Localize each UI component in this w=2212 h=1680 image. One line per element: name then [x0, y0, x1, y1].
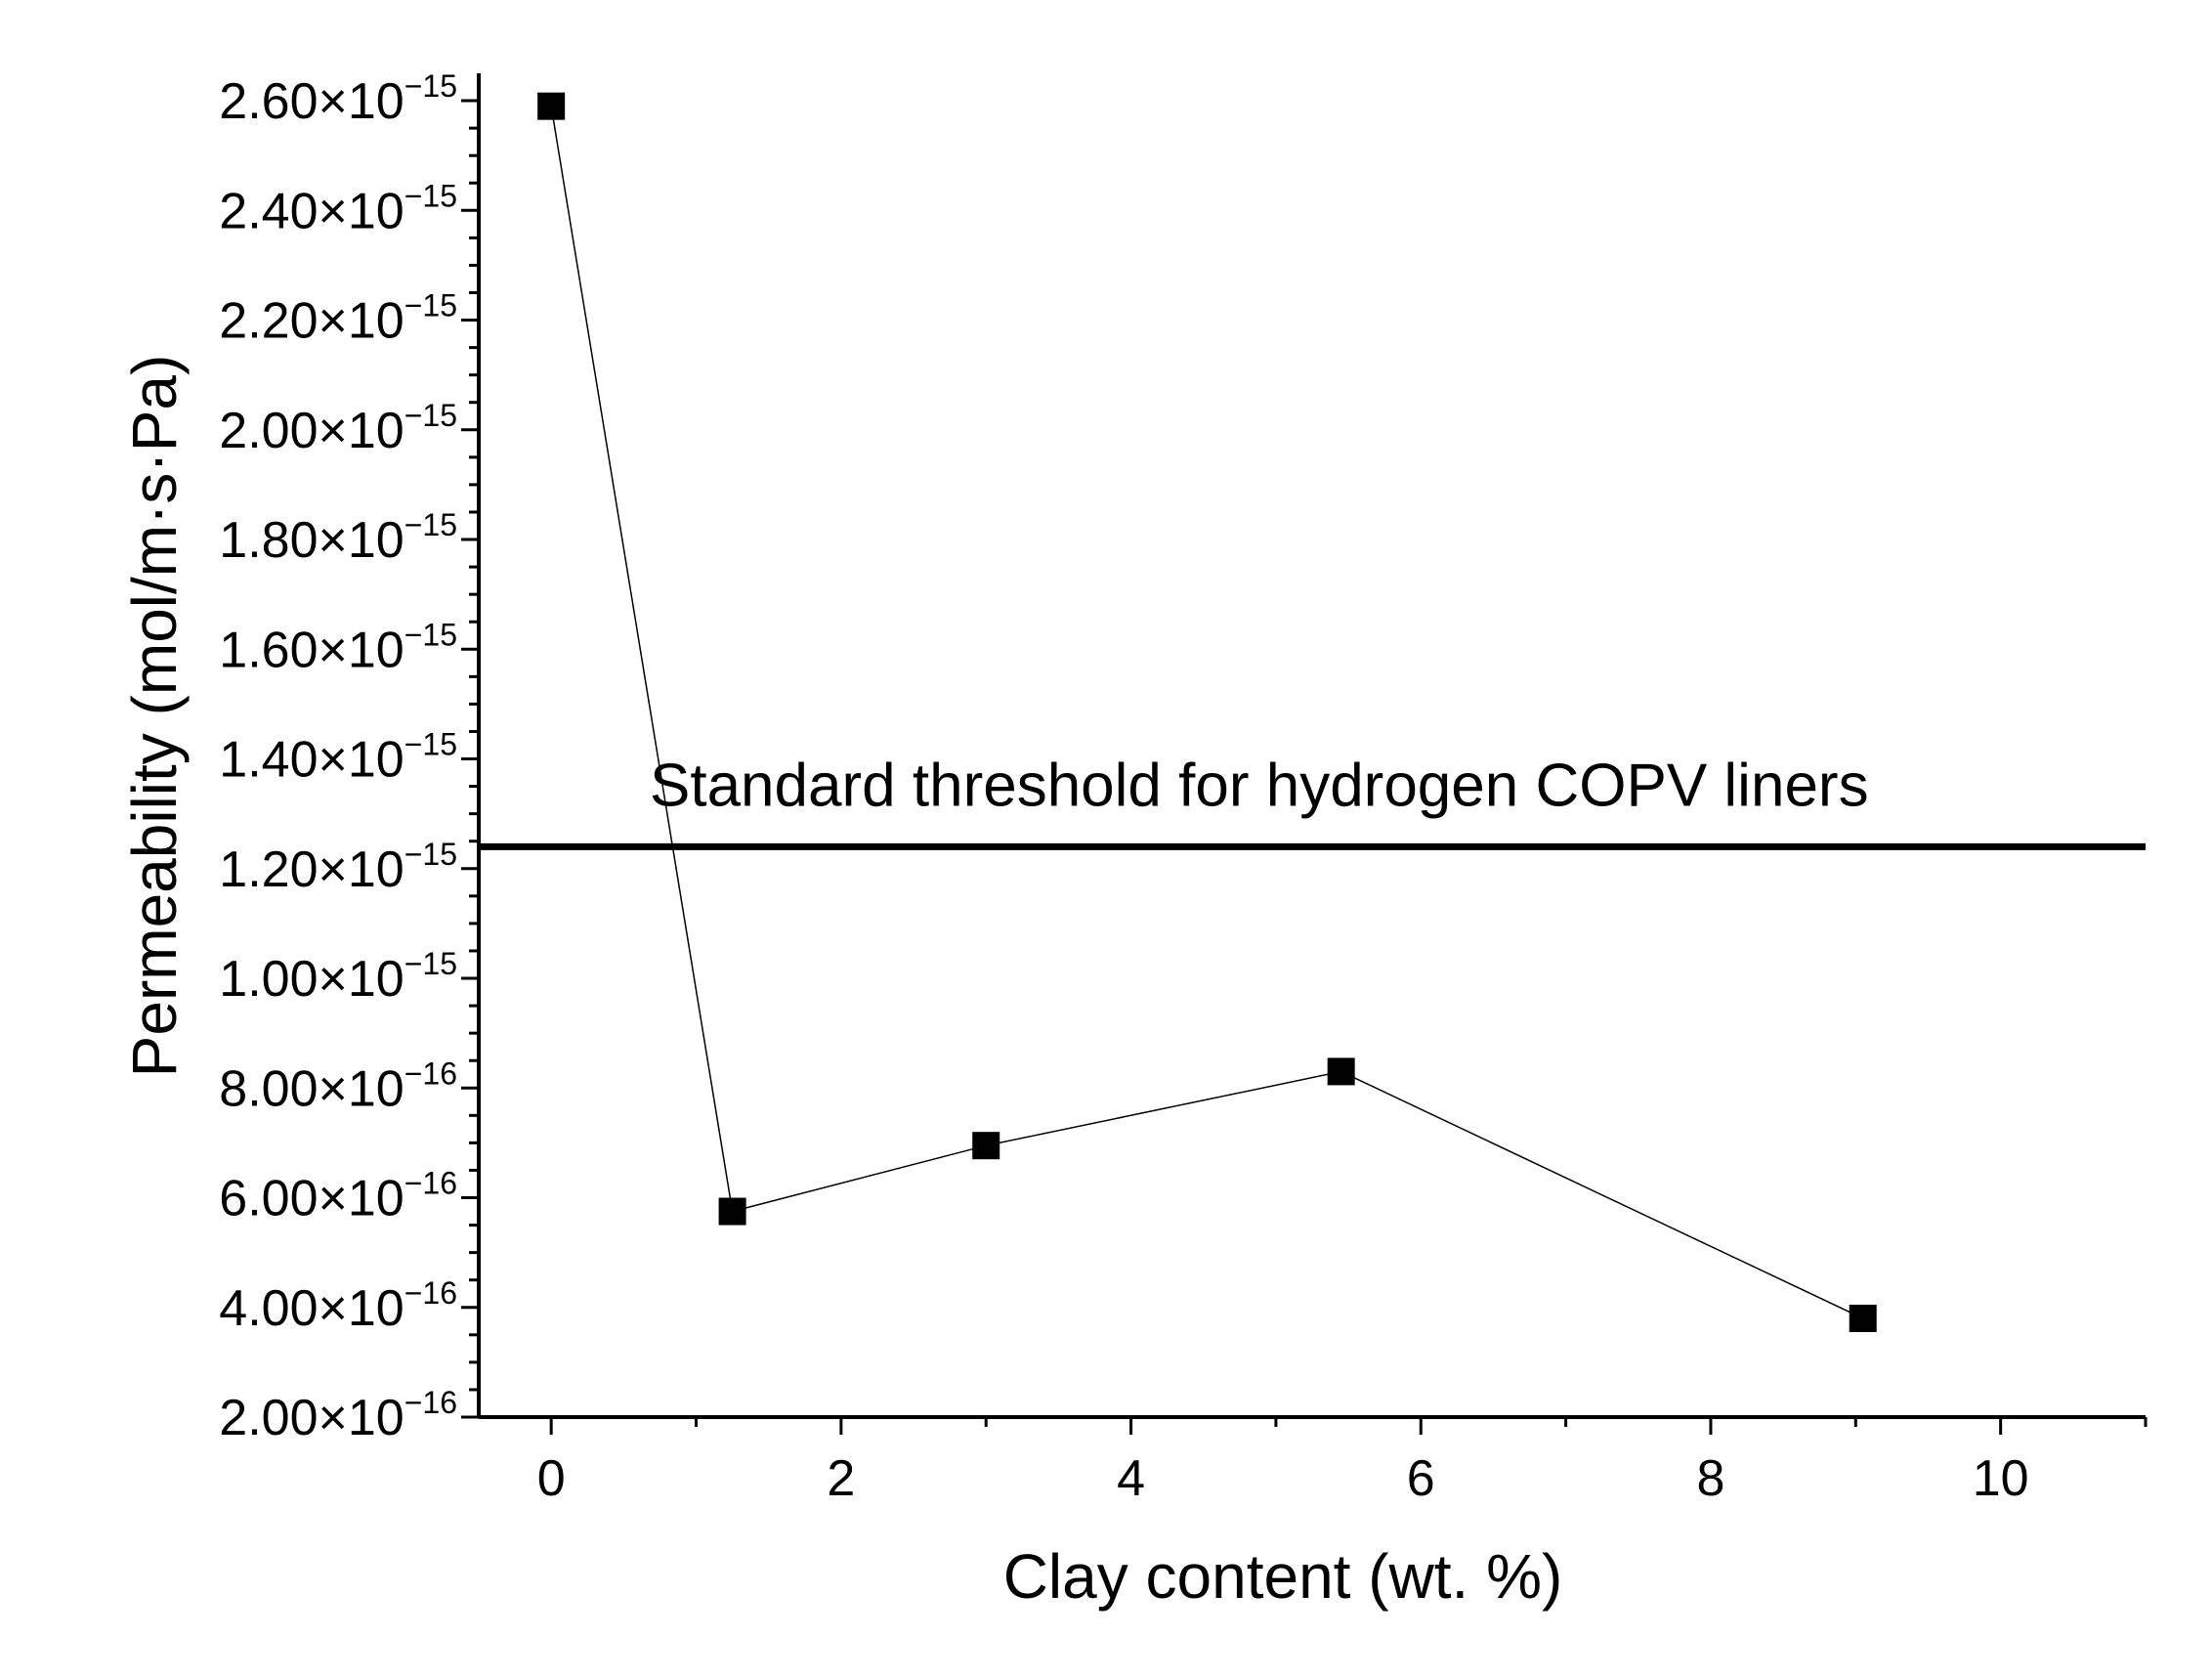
data-point-marker	[537, 92, 566, 120]
y-tick-label: 1.80×10−15	[219, 507, 457, 569]
x-tick-label: 6	[1407, 1450, 1435, 1507]
series-lines	[550, 106, 1864, 1319]
x-axis-ticks: 0 2 4 6 8 10	[537, 1417, 2148, 1507]
data-point-marker	[1327, 1057, 1355, 1086]
series-line	[550, 106, 1864, 1319]
reference-lines: Standard threshold for hydrogen COPV lin…	[479, 752, 2146, 850]
y-tick-label: 2.00×10−16	[219, 1385, 457, 1446]
x-tick-label: 10	[1973, 1450, 2029, 1507]
y-tick-label: 1.00×10−15	[219, 946, 457, 1008]
y-tick-label: 2.40×10−15	[219, 178, 457, 239]
y-tick-label: 2.60×10−15	[219, 68, 457, 130]
y-tick-label: 1.40×10−15	[219, 727, 457, 789]
data-point-marker	[972, 1132, 1000, 1160]
x-axis-title: Clay content (wt. %)	[1003, 1541, 1563, 1612]
y-tick-label: 8.00×10−16	[219, 1055, 457, 1117]
y-tick-label: 1.60×10−15	[219, 617, 457, 678]
data-point-marker	[718, 1197, 746, 1226]
y-tick-label: 2.20×10−15	[219, 288, 457, 350]
x-tick-label: 8	[1696, 1450, 1724, 1507]
x-tick-label: 2	[827, 1450, 855, 1507]
threshold-label: Standard threshold for hydrogen COPV lin…	[650, 752, 1869, 819]
y-tick-label: 4.00×10−16	[219, 1275, 457, 1337]
data-point-marker	[1849, 1304, 1877, 1332]
x-tick-label: 4	[1117, 1450, 1145, 1507]
x-tick-label: 0	[537, 1450, 566, 1507]
y-axis-title: Permeability (mol/m·s·Pa)	[119, 355, 190, 1078]
plot-area: 0 2 4 6 8 10 2.00×10−16 4.00×10−16 6.00×10−16 8.…	[219, 68, 2148, 1507]
data-markers	[537, 92, 1877, 1332]
y-tick-label: 6.00×10−16	[219, 1166, 457, 1228]
y-tick-label: 2.00×10−15	[219, 398, 457, 459]
y-axis-ticks: 2.00×10−16 4.00×10−16 6.00×10−16 8.00×10−16…	[219, 68, 479, 1446]
y-tick-label: 1.20×10−15	[219, 837, 457, 898]
